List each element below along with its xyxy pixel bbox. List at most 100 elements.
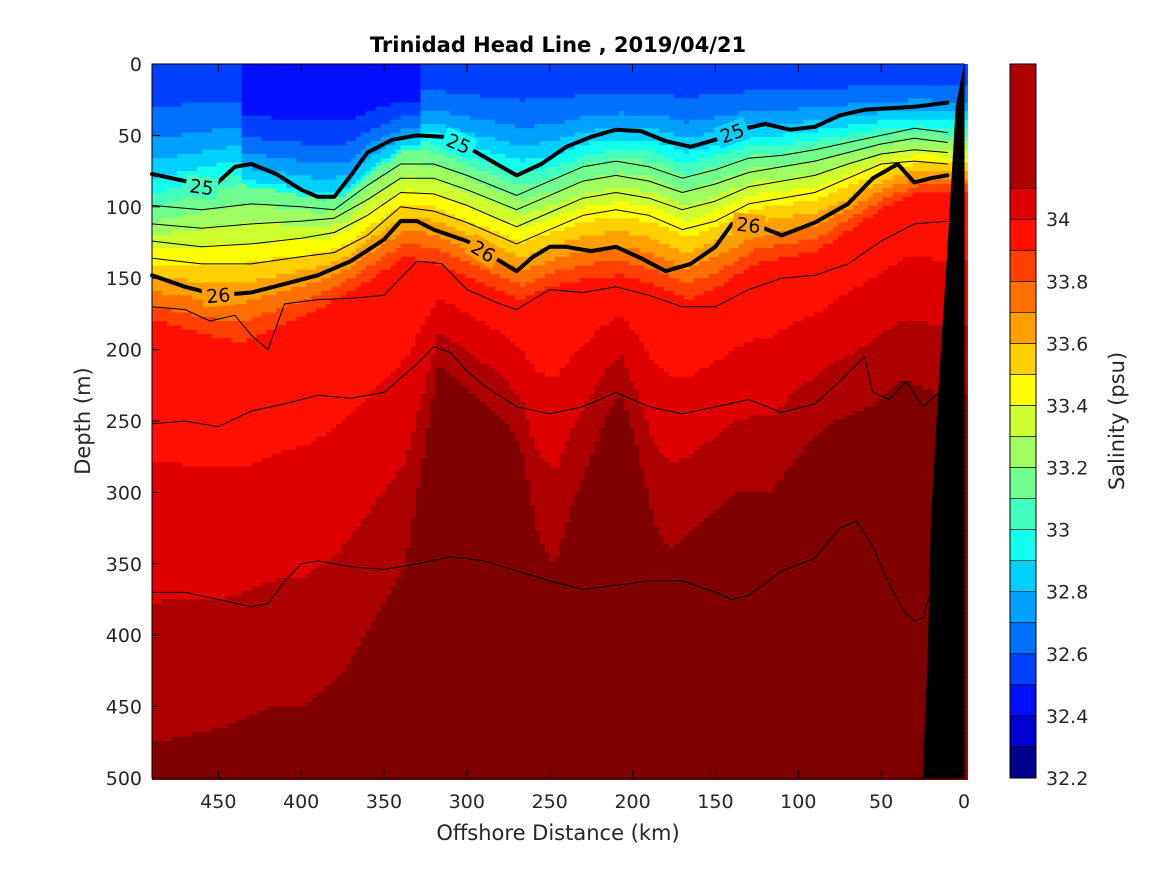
field-cell: [237, 390, 243, 395]
field-cell: [172, 630, 178, 635]
field-cell: [232, 540, 238, 545]
field-cell: [222, 660, 228, 665]
field-cell: [261, 518, 267, 523]
field-cell: [286, 595, 292, 600]
field-cell: [251, 754, 257, 759]
field-cell: [242, 107, 248, 112]
field-cell: [202, 381, 208, 386]
field-cell: [227, 741, 233, 746]
field-cell: [227, 552, 233, 557]
field-cell: [276, 492, 282, 497]
field-cell: [251, 771, 257, 776]
field-cell: [187, 720, 193, 725]
field-cell: [251, 642, 257, 647]
field-cell: [271, 300, 277, 305]
field-cell: [271, 295, 277, 300]
field-cell: [217, 467, 223, 472]
field-cell: [237, 762, 243, 767]
field-cell: [242, 231, 248, 236]
field-cell: [187, 754, 193, 759]
field-cell: [296, 685, 302, 690]
field-cell: [247, 698, 253, 703]
field-cell: [247, 381, 253, 386]
field-cell: [281, 497, 287, 502]
field-cell: [247, 325, 253, 330]
field-cell: [182, 600, 188, 605]
field-cell: [251, 668, 257, 673]
field-cell: [182, 655, 188, 660]
field-cell: [227, 625, 233, 630]
field-cell: [227, 677, 233, 682]
field-cell: [261, 432, 267, 437]
field-cell: [242, 184, 248, 189]
field-cell: [217, 334, 223, 339]
field-cell: [286, 634, 292, 639]
field-cell: [266, 124, 272, 129]
field-cell: [157, 630, 163, 635]
field-cell: [261, 334, 267, 339]
field-cell: [202, 347, 208, 352]
field-cell: [271, 681, 277, 686]
field-cell: [266, 617, 272, 622]
field-cell: [232, 664, 238, 669]
field-cell: [251, 741, 257, 746]
field-cell: [182, 111, 188, 116]
field-cell: [177, 364, 183, 369]
field-cell: [167, 535, 173, 540]
field-cell: [232, 270, 238, 275]
field-cell: [172, 741, 178, 746]
field-cell: [222, 210, 228, 215]
field-cell: [207, 574, 213, 579]
field-cell: [271, 394, 277, 399]
field-cell: [212, 741, 218, 746]
field-cell: [152, 505, 158, 510]
field-cell: [247, 308, 253, 313]
field-cell: [162, 253, 168, 258]
field-cell: [261, 745, 267, 750]
field-cell: [232, 754, 238, 759]
field-cell: [212, 77, 218, 82]
field-cell: [237, 767, 243, 772]
field-cell: [167, 715, 173, 720]
field-cell: [157, 608, 163, 613]
field-cell: [182, 240, 188, 245]
field-cell: [217, 497, 223, 502]
field-cell: [162, 141, 168, 146]
field-cell: [232, 651, 238, 656]
field-cell: [207, 535, 213, 540]
field-cell: [271, 291, 277, 296]
field-cell: [276, 527, 282, 532]
field-cell: [266, 651, 272, 656]
field-cell: [177, 574, 183, 579]
field-cell: [242, 647, 248, 652]
field-cell: [177, 578, 183, 583]
field-cell: [167, 368, 173, 373]
field-cell: [152, 377, 158, 382]
field-cell: [266, 707, 272, 712]
field-cell: [291, 265, 297, 270]
field-cell: [251, 214, 257, 219]
field-cell: [242, 672, 248, 677]
field-cell: [177, 103, 183, 108]
field-cell: [266, 668, 272, 673]
field-cell: [251, 390, 257, 395]
field-cell: [247, 737, 253, 742]
field-cell: [167, 351, 173, 356]
field-cell: [286, 677, 292, 682]
field-cell: [197, 694, 203, 699]
field-cell: [261, 582, 267, 587]
field-cell: [296, 492, 302, 497]
field-cell: [276, 360, 282, 365]
field-cell: [286, 317, 292, 322]
field-cell: [237, 608, 243, 613]
field-cell: [182, 565, 188, 570]
field-cell: [167, 540, 173, 545]
field-cell: [162, 565, 168, 570]
field-cell: [232, 595, 238, 600]
field-cell: [276, 745, 282, 750]
field-cell: [202, 248, 208, 253]
field-cell: [217, 458, 223, 463]
field-cell: [217, 754, 223, 759]
field-cell: [152, 630, 158, 635]
field-cell: [177, 107, 183, 112]
